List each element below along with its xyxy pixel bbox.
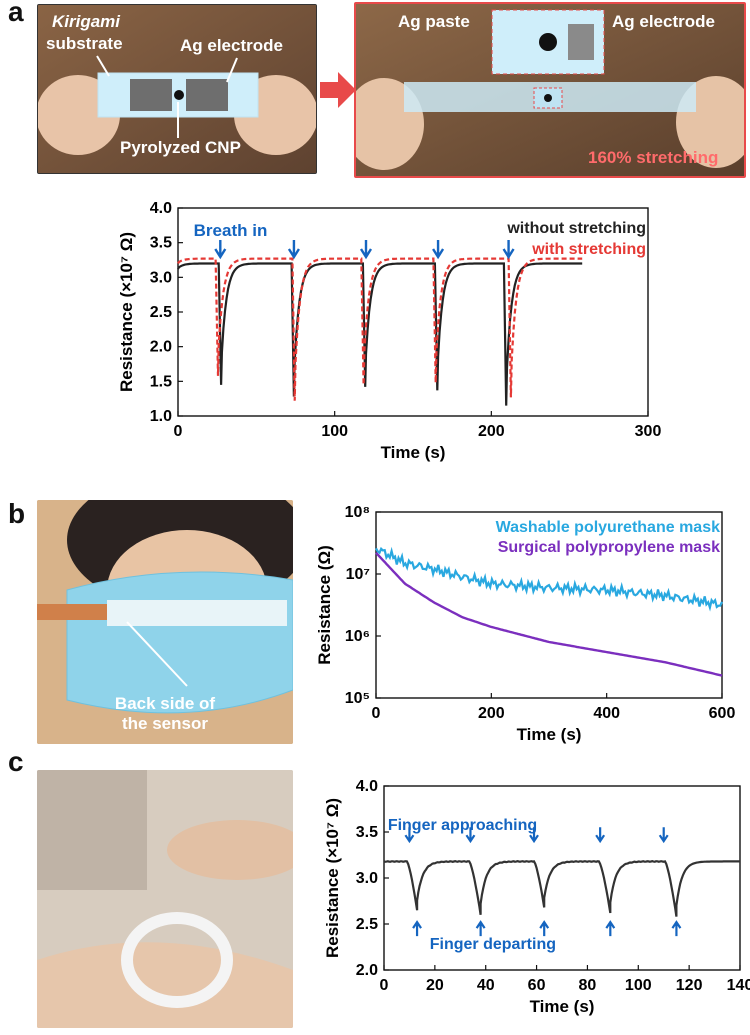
x-axis-label: Time (s) [381, 443, 446, 462]
y-tick-label: 2.5 [356, 916, 378, 933]
x-tick-label: 100 [321, 423, 348, 440]
photo-wrist-sensor [37, 770, 293, 1028]
breath-arrow-icon [502, 240, 515, 260]
label-pyrolyzed-cnp: Pyrolyzed CNP [120, 138, 241, 157]
x-tick-label: 200 [478, 705, 505, 722]
photo-mask-sensor [37, 500, 293, 744]
x-tick-label: 40 [477, 977, 495, 994]
series-finger-response [383, 860, 740, 917]
hand [167, 820, 293, 880]
x-tick-label: 300 [635, 423, 662, 440]
photo-stretching [354, 2, 746, 178]
kirigami-bracelet [121, 912, 233, 1008]
x-tick-label: 80 [579, 977, 597, 994]
mask [66, 571, 293, 714]
series-without-stretching [177, 262, 583, 406]
finger-approaching-annotation: Finger approaching [388, 817, 537, 834]
label-ag-electrode-1: Ag electrode [180, 36, 283, 55]
cnp-dot [174, 90, 184, 100]
label-substrate: substrate [46, 34, 123, 53]
x-tick-label: 200 [478, 423, 505, 440]
breath-arrow-icon [432, 240, 445, 260]
y-tick-label: 10⁷ [346, 566, 370, 583]
depart-arrow-icon [412, 920, 422, 937]
breath-arrow-icon [214, 240, 227, 260]
photo-stretch-illustration [356, 4, 744, 176]
legend-surgical-mask: Surgical polypropylene mask [498, 539, 720, 556]
approach-arrow-icon [658, 827, 669, 844]
chart-mask-resistance: 0 200 400 600 10⁵ 10⁶ 10⁷ 10⁸ Time (s) Resistance… [315, 504, 736, 744]
plot-frame [375, 511, 723, 699]
x-tick-label: 600 [709, 705, 736, 722]
legend-washable-mask: Washable polyurethane mask [496, 519, 720, 536]
depart-arrow-icon [475, 920, 486, 937]
right-arrow-icon [320, 72, 356, 108]
y-tick-label: 10⁶ [345, 628, 370, 645]
y-tick-label: 3.5 [150, 235, 172, 252]
breath-arrow-icon [359, 240, 373, 260]
photo-wrist-illustration [37, 770, 293, 1028]
x-tick-label: 0 [372, 705, 381, 722]
approach-arrow-icon [465, 827, 476, 844]
ag-paste-dot [539, 33, 557, 51]
x-axis-label: Time (s) [517, 725, 582, 744]
series-washable-mask [375, 546, 724, 612]
x-tick-label: 0 [380, 977, 389, 994]
label-kirigami-italic: Kirigami [52, 12, 121, 31]
panel-letter-b: b [8, 498, 26, 529]
chart-breath-resistance: 0 100 200 300 1.0 1.5 2.0 2.5 3.0 3.5 4.0 Time (s) R… [117, 200, 662, 462]
chart-finger-resistance: 0 20 40 60 80 100 120 140 2.0 2.5 3.0 3.5 4.0 Time (s… [323, 778, 750, 1016]
y-tick-label: 4.0 [150, 200, 172, 217]
x-tick-label: 20 [426, 977, 444, 994]
ag-electrode-left [130, 79, 172, 111]
y-tick-label: 2.0 [356, 962, 378, 979]
depart-arrow-icon [539, 920, 550, 937]
label-back-side-1: Back side of [114, 694, 216, 713]
breath-in-annotation: Breath in [194, 221, 268, 240]
label-ag-paste: Ag paste [398, 12, 470, 31]
y-axis-label: Resistance (×10⁷ Ω) [323, 798, 342, 958]
legend-without-stretching: without stretching [506, 220, 646, 237]
x-tick-label: 120 [676, 977, 703, 994]
panel-letter-c: c [8, 746, 24, 777]
y-tick-label: 1.5 [150, 373, 172, 390]
ag-electrode-right [186, 79, 228, 111]
label-ag-electrode-2: Ag electrode [612, 12, 715, 31]
y-axis-label: Resistance (×10⁷ Ω) [117, 232, 136, 392]
y-tick-label: 10⁵ [345, 690, 370, 707]
y-tick-label: 3.5 [356, 824, 378, 841]
depart-arrow-icon [605, 920, 616, 937]
x-tick-label: 140 [727, 977, 750, 994]
sensor-strip [107, 600, 287, 626]
photo1-pointer-lines [96, 55, 238, 138]
depart-arrow-icon [671, 920, 682, 937]
y-tick-label: 2.0 [150, 339, 172, 356]
finger-departing-annotation: Finger departing [430, 936, 556, 953]
x-tick-label: 60 [528, 977, 546, 994]
y-axis-label: Resistance (Ω) [315, 545, 334, 664]
y-tick-label: 3.0 [150, 269, 172, 286]
approach-arrow-icon [595, 827, 606, 844]
legend-with-stretching: with stretching [531, 241, 646, 258]
photo-mask-illustration [37, 500, 293, 744]
label-back-side-2: the sensor [122, 714, 208, 733]
label-160-stretching: 160% stretching [588, 148, 719, 167]
panel-letter-a: a [8, 0, 24, 27]
series-surgical-mask [375, 551, 723, 677]
x-tick-label: 400 [593, 705, 620, 722]
series-with-stretching [177, 257, 583, 401]
approach-arrow-icon [529, 827, 539, 844]
x-axis-label: Time (s) [530, 997, 595, 1016]
approach-arrow-icon [404, 827, 415, 844]
x-tick-label: 100 [625, 977, 652, 994]
cable [37, 604, 107, 620]
y-tick-label: 3.0 [356, 870, 378, 887]
x-tick-label: 0 [174, 423, 183, 440]
y-tick-label: 1.0 [150, 408, 172, 425]
breath-arrow-icon [287, 240, 300, 260]
y-tick-label: 4.0 [356, 778, 378, 795]
y-tick-label: 2.5 [150, 304, 172, 321]
y-tick-label: 10⁸ [345, 504, 370, 521]
